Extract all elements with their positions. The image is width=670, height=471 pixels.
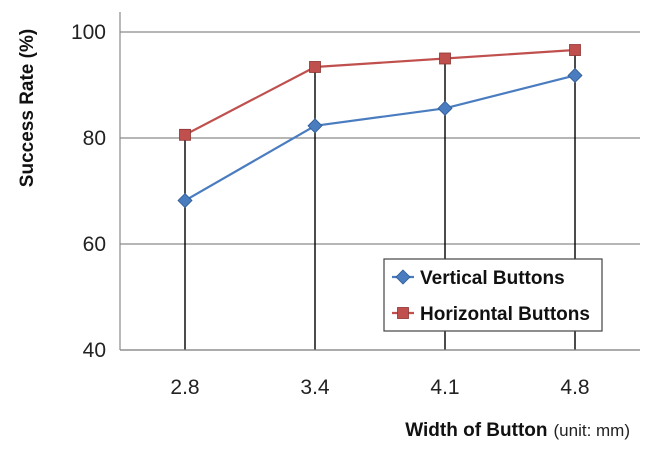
data-point-marker (567, 67, 583, 84)
data-point-marker (307, 118, 323, 134)
x-tick-label: 4.8 (560, 376, 589, 399)
data-point-marker (439, 52, 451, 65)
data-point-marker (437, 100, 453, 116)
x-axis-title-unit: (unit: mm) (554, 421, 631, 440)
legend-swatch-marker (395, 269, 411, 285)
series-horizontal-buttons (179, 44, 581, 141)
data-point-marker (309, 61, 321, 73)
data-point-marker (179, 128, 191, 141)
legend-label: Vertical Buttons (420, 268, 565, 289)
x-axis-title: Width of Button (unit: mm) (405, 420, 630, 441)
x-tick-label: 3.4 (300, 376, 330, 399)
series-vertical-buttons (177, 67, 583, 209)
data-point-marker (177, 192, 193, 209)
x-axis-title-main: Width of Button (405, 420, 547, 441)
y-tick-label: 80 (83, 127, 106, 150)
x-tick-labels: 2.8 3.4 4.1 4.8 (170, 376, 589, 399)
x-tick-label: 2.8 (170, 376, 199, 399)
legend-item: Vertical Buttons (392, 268, 565, 289)
y-tick-labels: 40 60 80 100 (71, 21, 106, 362)
y-tick-label: 40 (83, 339, 106, 362)
legend: Vertical Buttons Horizontal Buttons (383, 258, 603, 332)
x-tick-label: 4.1 (430, 376, 459, 399)
y-axis-title: Success Rate (%) (17, 29, 38, 187)
legend-box (383, 258, 603, 332)
y-tick-label: 60 (83, 233, 106, 256)
legend-label: Horizontal Buttons (420, 304, 590, 325)
series-line (184, 74, 576, 202)
axes (119, 12, 640, 351)
y-tick-label: 100 (71, 21, 106, 44)
series-group (177, 44, 583, 209)
legend-swatch-marker (397, 307, 409, 319)
legend-item: Horizontal Buttons (392, 304, 590, 325)
data-point-marker (569, 44, 581, 56)
series-line (184, 48, 576, 136)
